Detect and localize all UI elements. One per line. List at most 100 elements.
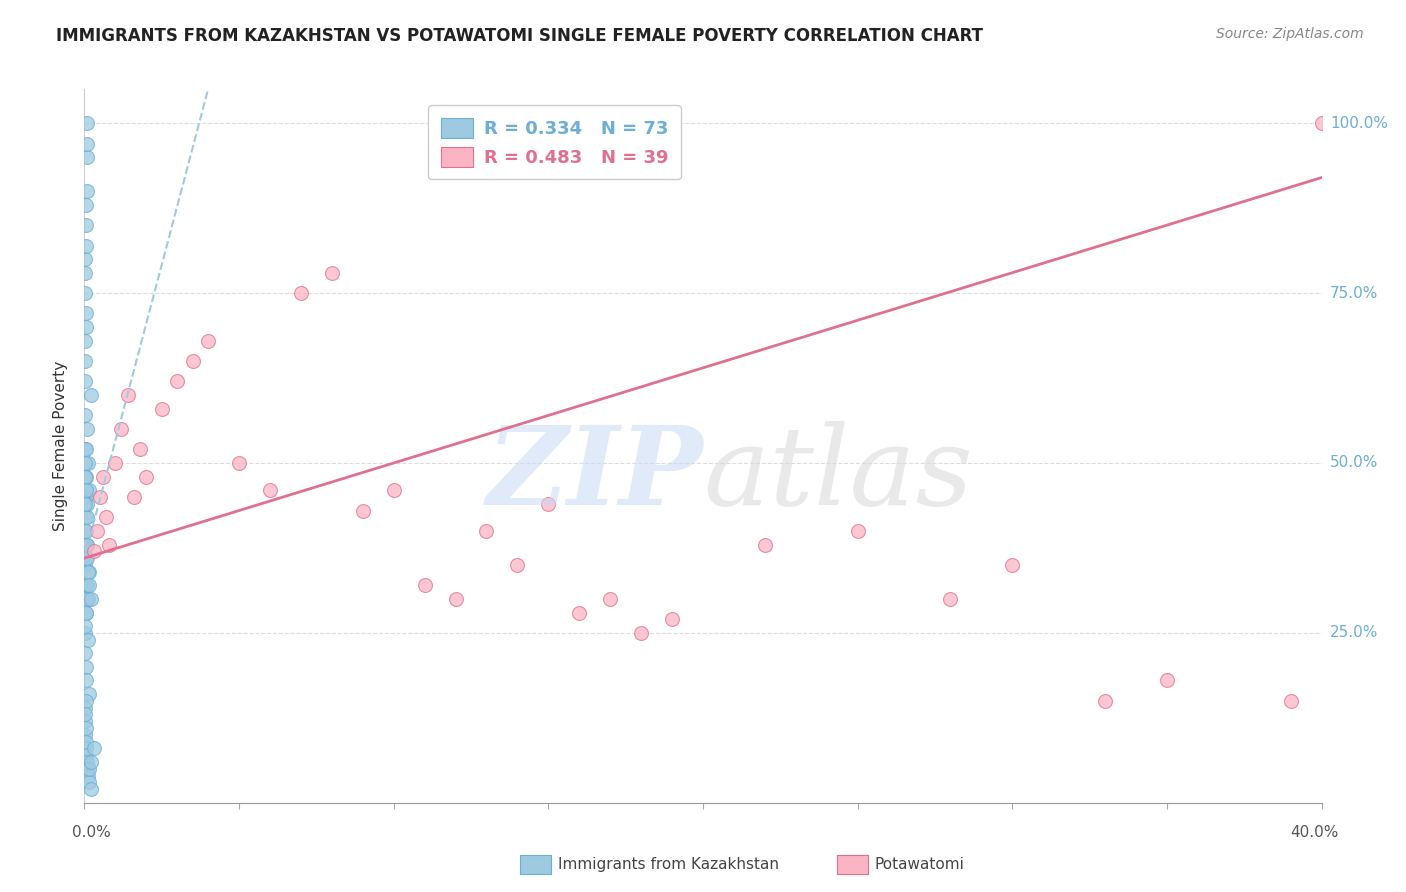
Point	[73, 286, 96, 301]
Point	[75, 524, 97, 538]
Point	[75, 619, 97, 633]
Point	[73, 266, 96, 280]
Point	[76, 510, 98, 524]
Point	[73, 626, 96, 640]
Point	[76, 537, 98, 551]
Point	[76, 762, 98, 776]
Point	[75, 252, 97, 266]
Point	[1001, 558, 1024, 572]
Point	[73, 497, 96, 511]
Point	[77, 762, 100, 776]
Point	[506, 558, 529, 572]
Point	[630, 626, 652, 640]
Point	[104, 456, 127, 470]
Point	[77, 565, 100, 579]
Point	[76, 537, 98, 551]
Point	[75, 320, 97, 334]
Point	[76, 150, 98, 164]
Point	[77, 578, 100, 592]
Text: Immigrants from Kazakhstan: Immigrants from Kazakhstan	[558, 857, 779, 871]
Text: 25.0%: 25.0%	[1330, 625, 1378, 640]
Text: 40.0%: 40.0%	[1291, 825, 1339, 840]
Point	[75, 483, 97, 498]
Point	[94, 510, 117, 524]
Text: Source: ZipAtlas.com: Source: ZipAtlas.com	[1216, 27, 1364, 41]
Point	[79, 755, 101, 769]
Point	[73, 537, 96, 551]
Point	[77, 456, 100, 470]
Point	[98, 537, 121, 551]
Point	[76, 497, 98, 511]
Point	[75, 721, 97, 735]
Point	[75, 728, 97, 742]
Point	[73, 700, 96, 714]
Text: ZIP: ZIP	[486, 421, 703, 528]
Point	[75, 673, 97, 688]
Point	[76, 184, 98, 198]
Point	[73, 714, 96, 729]
Point	[321, 266, 343, 280]
Point	[77, 565, 100, 579]
Point	[444, 591, 467, 606]
Point	[75, 442, 97, 457]
Point	[79, 591, 101, 606]
Point	[83, 741, 105, 756]
Point	[754, 537, 776, 551]
Point	[150, 401, 173, 416]
Point	[77, 483, 100, 498]
Point	[73, 558, 96, 572]
Point	[76, 116, 98, 130]
Point	[939, 591, 962, 606]
Point	[75, 741, 97, 756]
Point	[75, 238, 97, 252]
Point	[846, 524, 869, 538]
Legend: R = 0.334   N = 73, R = 0.483   N = 39: R = 0.334 N = 73, R = 0.483 N = 39	[427, 105, 681, 179]
Point	[77, 632, 100, 647]
Point	[75, 734, 97, 748]
Point	[73, 354, 96, 368]
Point	[75, 306, 97, 320]
Point	[91, 469, 114, 483]
Point	[83, 544, 105, 558]
Point	[77, 591, 100, 606]
Point	[76, 136, 98, 151]
Text: IMMIGRANTS FROM KAZAKHSTAN VS POTAWATOMI SINGLE FEMALE POVERTY CORRELATION CHART: IMMIGRANTS FROM KAZAKHSTAN VS POTAWATOMI…	[56, 27, 983, 45]
Point	[73, 646, 96, 660]
Point	[110, 422, 132, 436]
Point	[75, 198, 97, 212]
Point	[228, 456, 250, 470]
Point	[75, 660, 97, 674]
Point	[259, 483, 281, 498]
Point	[413, 578, 436, 592]
Point	[77, 687, 100, 701]
Point	[75, 606, 97, 620]
Point	[76, 591, 98, 606]
Point	[79, 388, 101, 402]
Point	[75, 510, 97, 524]
Text: atlas: atlas	[703, 421, 973, 528]
Text: 50.0%: 50.0%	[1330, 456, 1378, 470]
Point	[75, 490, 97, 504]
Point	[75, 456, 97, 470]
Point	[382, 483, 405, 498]
Point	[86, 524, 108, 538]
Point	[73, 409, 96, 423]
Point	[75, 218, 97, 232]
Point	[75, 442, 97, 457]
Point	[1310, 116, 1333, 130]
Point	[129, 442, 152, 457]
Text: Potawatomi: Potawatomi	[875, 857, 965, 871]
Point	[117, 388, 139, 402]
Point	[75, 606, 97, 620]
Point	[79, 782, 101, 797]
Point	[76, 755, 98, 769]
Point	[77, 775, 100, 789]
Point	[75, 748, 97, 763]
Point	[77, 769, 100, 783]
Point	[1094, 694, 1116, 708]
Point	[75, 334, 97, 348]
Point	[352, 503, 374, 517]
Point	[1279, 694, 1302, 708]
Point	[1156, 673, 1178, 688]
Point	[166, 375, 188, 389]
